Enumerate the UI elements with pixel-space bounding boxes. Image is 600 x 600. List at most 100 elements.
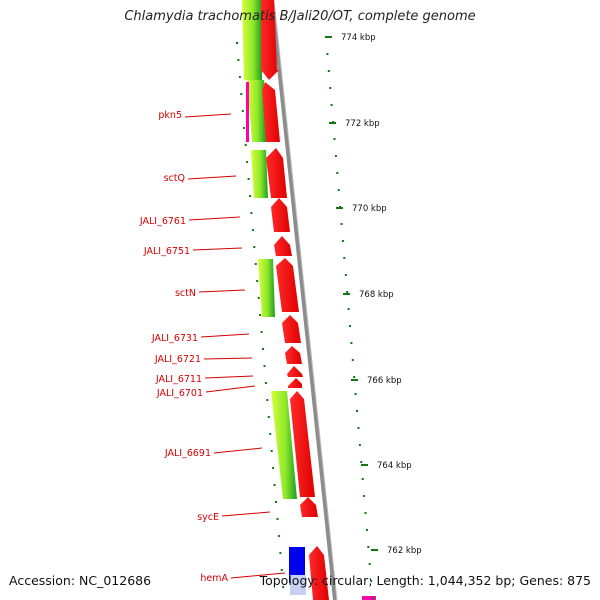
gene-label-jali-6711[interactable]: JALI_6711 — [155, 374, 254, 385]
gene-arrow — [274, 236, 292, 256]
kbp-label: 766 kbp — [367, 376, 402, 386]
gene-arrow — [287, 366, 303, 377]
scale-tick — [241, 110, 244, 112]
scale-tick — [238, 76, 241, 78]
gene-label-jali-6691[interactable]: JALI_6691 — [164, 447, 263, 459]
gene-arrow — [309, 546, 329, 600]
svg-text:JALI_6731: JALI_6731 — [151, 333, 198, 344]
gene-block-magenta — [246, 82, 249, 142]
gene-arrow — [262, 82, 280, 142]
scale-tick — [263, 365, 266, 367]
gene-label-sycE[interactable]: sycE — [197, 511, 271, 523]
svg-text:JALI_6761: JALI_6761 — [139, 216, 186, 227]
scale-tick — [280, 569, 283, 571]
scale-tick — [326, 53, 329, 55]
scale-tick — [275, 501, 277, 503]
scale-tick — [351, 359, 354, 361]
kbp-tick-mark — [325, 36, 332, 38]
hemA-region — [289, 547, 376, 600]
genome-title: Chlamydia trachomatis B/Jali20/OT, compl… — [124, 9, 476, 24]
scale-tick — [361, 478, 364, 480]
gene-arrow — [290, 391, 315, 497]
scale-tick — [340, 223, 343, 225]
kbp-label: 774 kbp — [341, 33, 376, 43]
scale-tick — [244, 144, 247, 146]
genome-stats: Topology: circular; Length: 1,044,352 bp… — [259, 573, 591, 588]
kbp-tick-mark — [343, 293, 350, 295]
scale-tick — [333, 138, 336, 140]
scale-tick — [353, 376, 356, 378]
scale-tick — [367, 546, 370, 548]
gene-label-jali-6701[interactable]: JALI_6701 — [156, 385, 256, 399]
gene-block — [242, 0, 262, 80]
scale-tick — [356, 410, 358, 412]
kbp-tick-mark — [336, 207, 343, 209]
scale-tick — [334, 155, 337, 157]
gene-label-hemA[interactable]: hemA — [200, 572, 286, 584]
scale-tick — [249, 195, 251, 197]
scale-tick — [266, 399, 269, 401]
scale-tick — [360, 461, 363, 463]
scale-tick — [341, 240, 344, 242]
scale-tick — [364, 512, 367, 514]
scale-tick — [370, 580, 373, 582]
gene-label-pkn5[interactable]: pkn5 — [158, 110, 232, 121]
svg-text:JALI_6691: JALI_6691 — [164, 448, 211, 459]
scale-tick — [329, 87, 332, 89]
gene-block — [247, 80, 266, 142]
scale-tick — [260, 331, 263, 333]
gene-label-sctQ[interactable]: sctQ — [164, 173, 237, 184]
kbp-label: 764 kbp — [377, 461, 412, 471]
scale-tick — [349, 325, 351, 327]
scale-tick — [368, 563, 371, 565]
scale-tick — [357, 427, 360, 429]
scale-tick — [343, 257, 346, 259]
scale-tick — [264, 382, 267, 384]
svg-text:JALI_6711: JALI_6711 — [155, 374, 202, 385]
scale-tick — [237, 59, 240, 61]
gene-arrow — [261, 0, 279, 80]
scale-tick — [273, 484, 276, 486]
gene-block-magenta-bottom — [362, 596, 376, 600]
gene-arrow — [288, 378, 302, 388]
scale-tick — [276, 518, 279, 520]
forward-genes — [261, 0, 329, 600]
gene-arrow — [271, 198, 290, 232]
scale-tick — [262, 348, 264, 350]
gene-label-sctN[interactable]: sctN — [175, 288, 246, 299]
scale-tick — [365, 529, 368, 531]
scale-tick — [282, 586, 285, 588]
scale-tick — [251, 229, 254, 231]
scale-tick — [272, 467, 275, 469]
gene-arrow — [285, 346, 302, 364]
gene-block — [271, 391, 297, 499]
gene-label-jali-6721[interactable]: JALI_6721 — [154, 354, 253, 365]
scale-tick — [243, 127, 246, 129]
gene-label-jali-6761[interactable]: JALI_6761 — [139, 216, 241, 227]
scale-tick — [254, 263, 257, 265]
scale-tick — [267, 416, 270, 418]
scale-tick — [250, 212, 253, 214]
scale-tick — [247, 178, 250, 180]
svg-text:sctQ: sctQ — [164, 173, 185, 184]
kbp-tick-mark — [361, 464, 368, 466]
gene-label-jali-6731[interactable]: JALI_6731 — [151, 333, 250, 344]
gene-block-blue — [289, 547, 305, 583]
gene-labels: pkn5 sctQ JALI_6761 JALI_6751 sctN JALI_… — [139, 110, 286, 584]
scale-tick — [327, 70, 330, 72]
gene-arrow — [266, 148, 287, 198]
scale-tick — [236, 42, 238, 44]
kbp-label: 762 kbp — [387, 546, 422, 556]
svg-text:JALI_6701: JALI_6701 — [156, 388, 203, 399]
scale-tick — [350, 342, 353, 344]
scale-tick — [279, 552, 282, 554]
svg-text:JALI_6751: JALI_6751 — [143, 246, 190, 257]
kbp-tick-mark — [329, 122, 336, 124]
scale-tick — [269, 433, 272, 435]
gene-label-jali-6751[interactable]: JALI_6751 — [143, 246, 243, 257]
scale-tick — [336, 172, 339, 174]
scale-tick — [330, 104, 333, 106]
gene-block-lightblue — [290, 575, 306, 595]
scale-tick — [337, 189, 340, 191]
